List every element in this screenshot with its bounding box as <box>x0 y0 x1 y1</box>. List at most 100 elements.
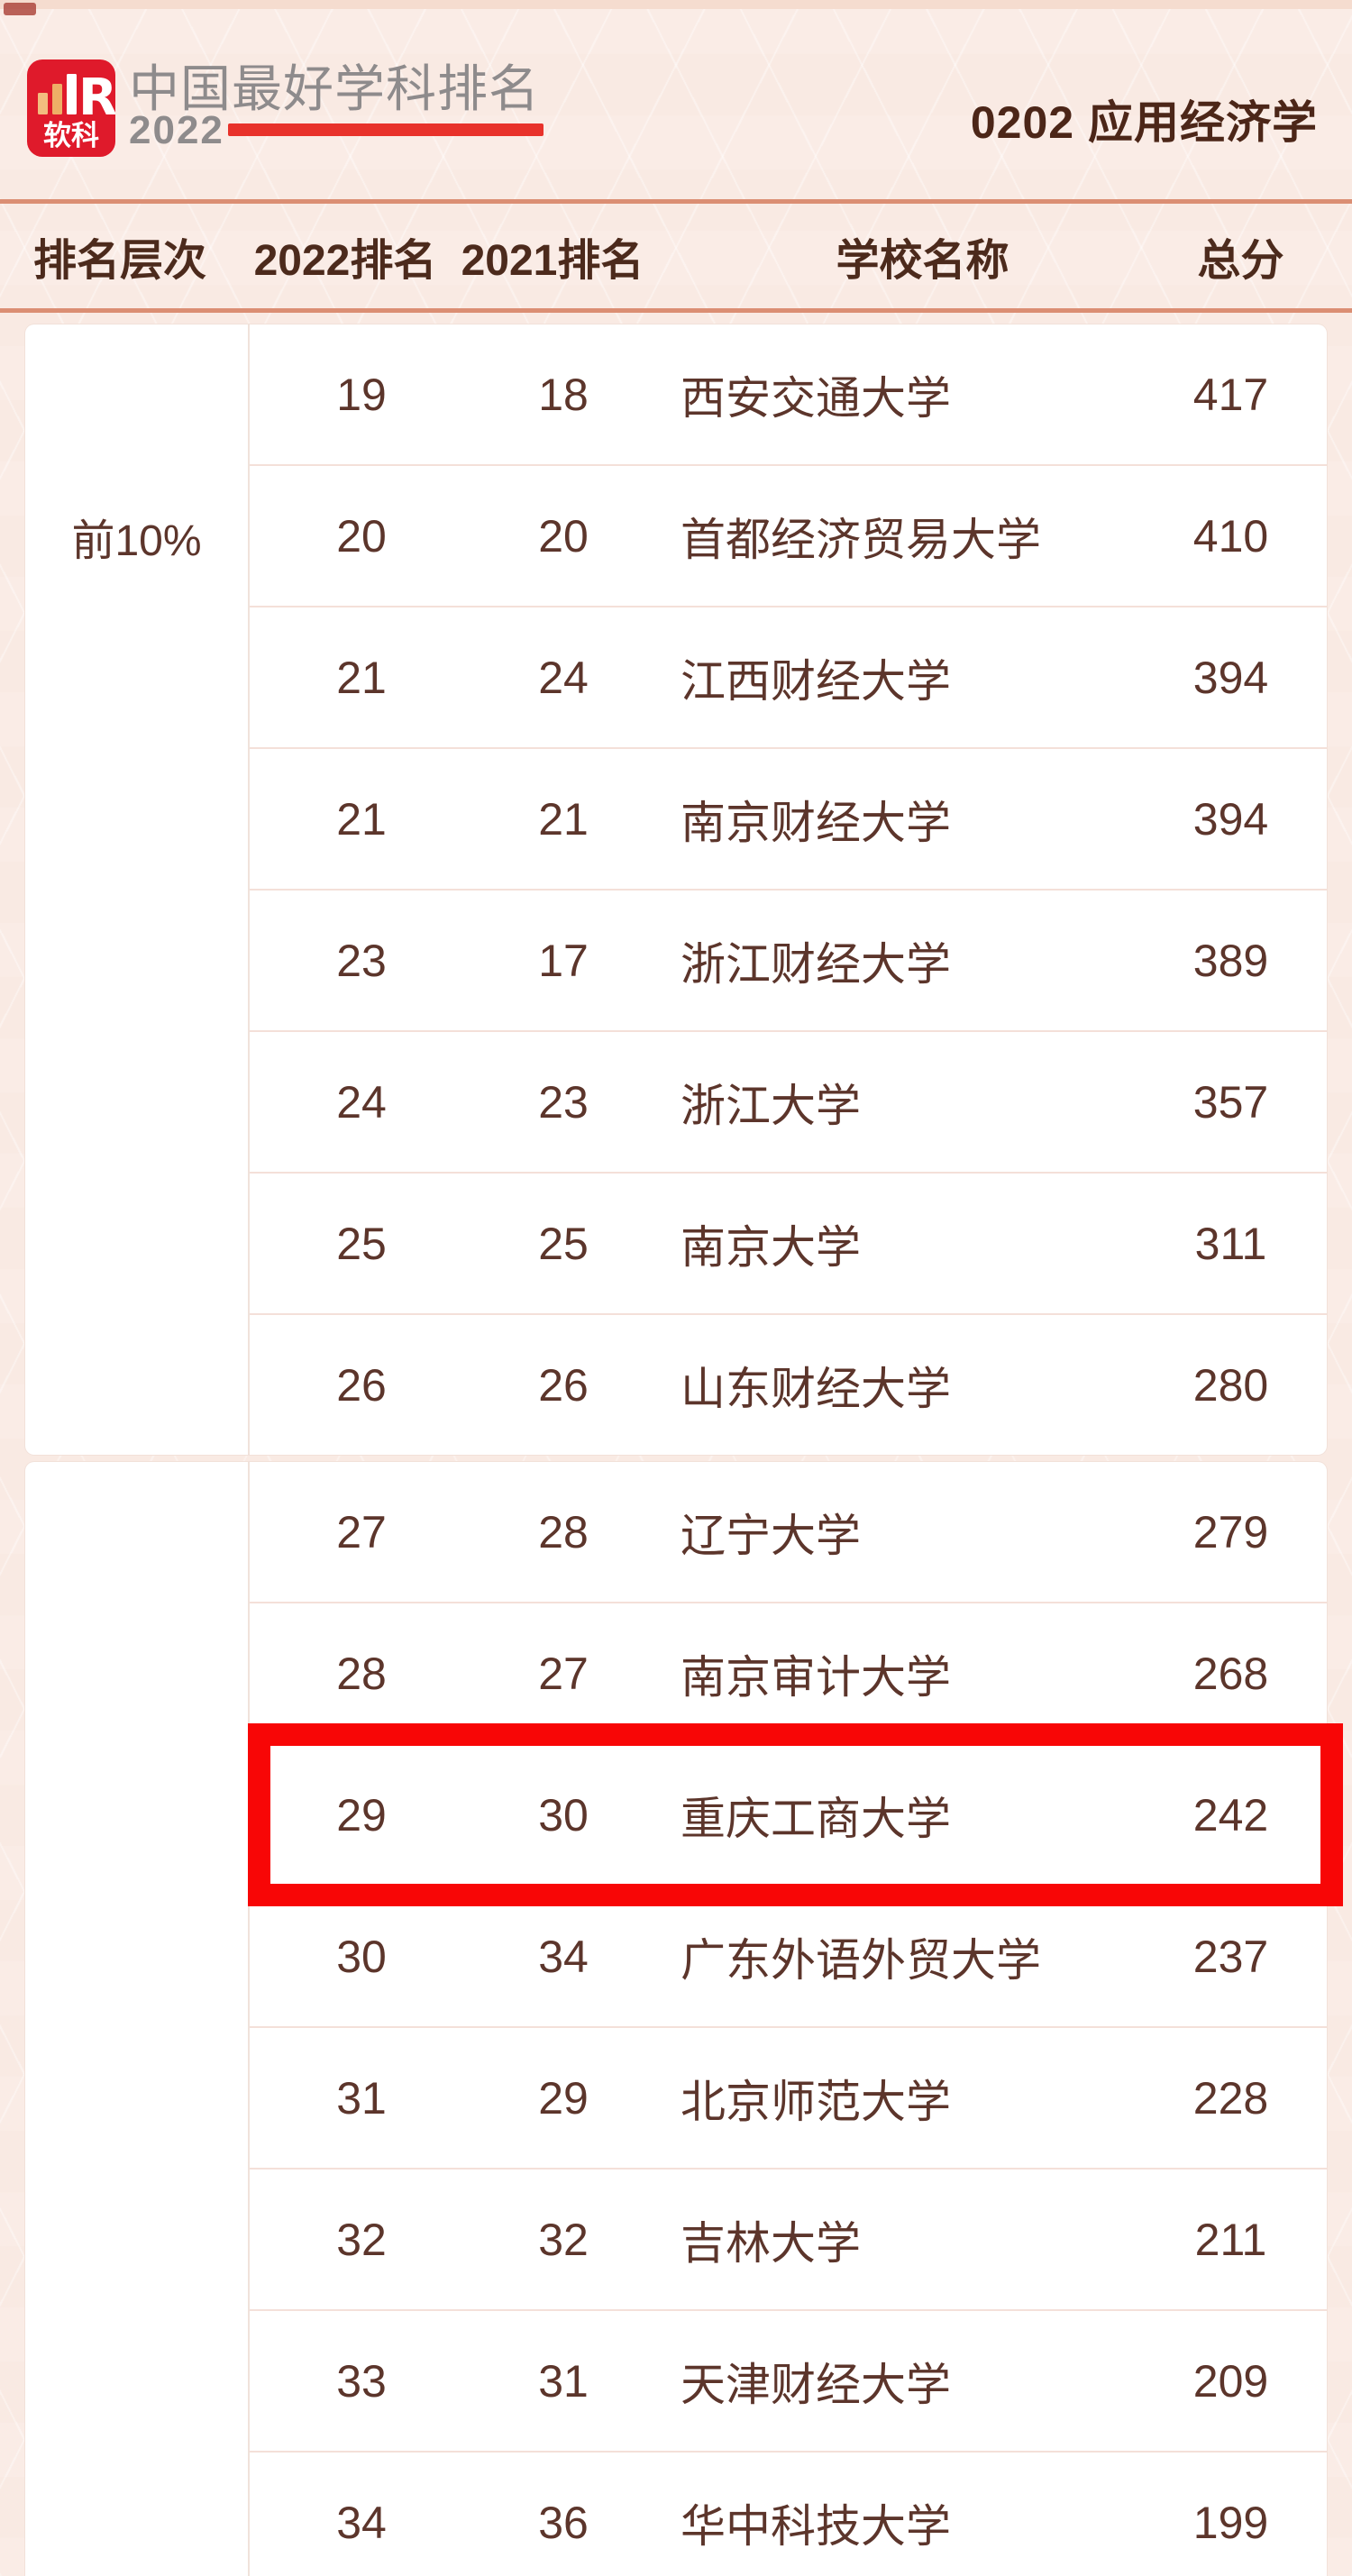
rank-2021-cell: 24 <box>538 652 589 703</box>
column-header-rank-2022: 2022排名 <box>253 237 437 285</box>
tier-label: 前10% <box>71 516 202 565</box>
rank-2021-cell: 30 <box>538 1789 589 1841</box>
rank-2021-cell: 25 <box>538 1218 589 1269</box>
rank-2021-cell: 36 <box>538 2497 589 2548</box>
rank-2022-cell: 33 <box>336 2355 387 2407</box>
score-cell: 280 <box>1192 1359 1269 1411</box>
logo-letter-r: R <box>78 69 115 127</box>
rank-2022-cell: 26 <box>336 1359 387 1411</box>
table-row-highlighted: 29 30 重庆工商大学 242 <box>248 1723 1343 1906</box>
table-row: 28 27 南京审计大学 268 <box>250 1602 1327 1743</box>
score-cell: 410 <box>1192 510 1269 562</box>
top-edge-strip <box>0 0 1352 9</box>
table-row: 30 34 广东外语外贸大学 237 <box>250 1885 1327 2026</box>
logo-brand-text: 软科 <box>43 120 99 151</box>
tier-column-divider <box>248 324 250 1455</box>
score-cell: 228 <box>1192 2072 1269 2124</box>
rank-2021-cell: 32 <box>538 2214 589 2265</box>
table-row: 23 17 浙江财经大学 389 <box>250 889 1327 1030</box>
top-left-red-mark <box>4 3 36 15</box>
rank-2021-cell: 28 <box>538 1506 589 1557</box>
school-name-cell: 北京师范大学 <box>681 2076 951 2127</box>
table-row: 33 31 天津财经大学 209 <box>250 2309 1327 2451</box>
score-cell: 209 <box>1192 2355 1269 2407</box>
school-name-cell: 华中科技大学 <box>681 2500 951 2552</box>
table-row: 19 18 西安交通大学 417 <box>250 324 1327 464</box>
logo-bar-tall <box>67 74 77 114</box>
score-cell: 417 <box>1192 369 1269 420</box>
tier-column-divider <box>248 1462 250 2576</box>
ranking-card-next-tier: 27 28 辽宁大学 279 28 27 南京审计大学 268 29 30 重庆工商大学 242 30 3… <box>25 1462 1343 2576</box>
rank-2022-cell: 29 <box>336 1789 387 1841</box>
rank-2021-cell: 23 <box>538 1076 589 1128</box>
rank-2022-cell: 32 <box>336 2214 387 2265</box>
rank-2022-cell: 20 <box>336 510 387 562</box>
logo-bar-short <box>38 93 48 114</box>
rank-2022-cell: 24 <box>336 1076 387 1128</box>
logo-bar-medium <box>52 84 62 114</box>
rank-2021-cell: 21 <box>538 793 589 845</box>
column-header-score: 总分 <box>1197 237 1284 285</box>
score-cell: 242 <box>1192 1789 1269 1841</box>
column-header-school: 学校名称 <box>836 237 1009 285</box>
score-cell: 394 <box>1192 652 1269 703</box>
table-row: 21 24 江西财经大学 394 <box>250 606 1327 747</box>
rank-2021-cell: 34 <box>538 1931 589 1982</box>
rank-2021-cell: 18 <box>538 369 589 420</box>
score-cell: 394 <box>1192 793 1269 845</box>
score-cell: 311 <box>1194 1218 1267 1269</box>
school-name-cell: 南京审计大学 <box>681 1651 951 1703</box>
school-name-cell: 首都经济贸易大学 <box>681 514 1041 565</box>
rank-2022-cell: 31 <box>336 2072 387 2124</box>
rank-2022-cell: 28 <box>336 1648 387 1699</box>
school-name-cell: 重庆工商大学 <box>681 1793 951 1844</box>
ranking-card-top10: 前10% 19 18 西安交通大学 417 20 20 首都经济贸易大学 410 21 24 江西财… <box>25 324 1327 1455</box>
rank-2022-cell: 21 <box>336 793 387 845</box>
table-row: 31 29 北京师范大学 228 <box>250 2026 1327 2168</box>
ranking-year: 2022 <box>129 108 224 152</box>
title-underline <box>228 123 544 136</box>
school-name-cell: 南京大学 <box>681 1221 861 1273</box>
school-name-cell: 山东财经大学 <box>681 1363 951 1414</box>
rank-2022-cell: 25 <box>336 1218 387 1269</box>
subject-code-title: 0202 应用经济学 <box>970 97 1318 148</box>
school-name-cell: 南京财经大学 <box>681 797 951 848</box>
column-header-tier: 排名层次 <box>32 237 206 285</box>
score-cell: 199 <box>1192 2497 1269 2548</box>
school-name-cell: 浙江财经大学 <box>681 938 951 990</box>
rank-2021-cell: 17 <box>538 935 589 986</box>
school-name-cell: 浙江大学 <box>681 1080 861 1131</box>
score-cell: 237 <box>1192 1931 1269 1982</box>
column-header-rank-2021: 2021排名 <box>461 237 644 285</box>
table-row: 24 23 浙江大学 357 <box>250 1030 1327 1172</box>
rank-2022-cell: 23 <box>336 935 387 986</box>
rank-2021-cell: 27 <box>538 1648 589 1699</box>
shanghairanking-logo: R 软科 <box>27 59 115 157</box>
rank-2021-cell: 29 <box>538 2072 589 2124</box>
rank-2021-cell: 26 <box>538 1359 589 1411</box>
table-row: 26 26 山东财经大学 280 <box>250 1313 1327 1455</box>
rank-2021-cell: 31 <box>538 2355 589 2407</box>
school-name-cell: 天津财经大学 <box>681 2359 951 2410</box>
table-row: 21 21 南京财经大学 394 <box>250 747 1327 889</box>
score-cell: 211 <box>1194 2214 1267 2265</box>
score-cell: 389 <box>1192 935 1269 986</box>
school-name-cell: 辽宁大学 <box>681 1510 861 1561</box>
score-cell: 357 <box>1192 1076 1269 1128</box>
rank-2022-cell: 21 <box>336 652 387 703</box>
rank-2021-cell: 20 <box>538 510 589 562</box>
rank-2022-cell: 30 <box>336 1931 387 1982</box>
school-name-cell: 江西财经大学 <box>681 655 951 707</box>
school-name-cell: 广东外语外贸大学 <box>681 1934 1041 1986</box>
rank-2022-cell: 19 <box>336 369 387 420</box>
table-header-row: 排名层次 2022排名 2021排名 学校名称 总分 <box>0 199 1352 313</box>
table-row: 34 36 华中科技大学 199 <box>250 2451 1327 2576</box>
score-cell: 279 <box>1192 1506 1269 1557</box>
table-row: 32 32 吉林大学 211 <box>250 2168 1327 2309</box>
ranking-title: 中国最好学科排名 <box>129 60 540 117</box>
table-row: 20 20 首都经济贸易大学 410 <box>250 464 1327 606</box>
rank-2022-cell: 34 <box>336 2497 387 2548</box>
table-row: 27 28 辽宁大学 279 <box>250 1462 1327 1602</box>
school-name-cell: 西安交通大学 <box>681 372 951 424</box>
